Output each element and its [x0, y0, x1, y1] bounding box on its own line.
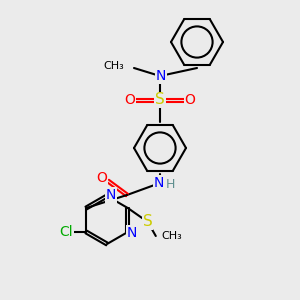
Text: O: O	[184, 93, 195, 107]
Text: N: N	[156, 69, 166, 83]
Text: S: S	[143, 214, 153, 230]
Text: N: N	[154, 176, 164, 190]
Text: S: S	[155, 92, 165, 107]
Text: CH₃: CH₃	[103, 61, 124, 71]
Text: O: O	[124, 93, 135, 107]
Text: O: O	[97, 171, 107, 185]
Text: N: N	[127, 226, 137, 240]
Text: N: N	[106, 188, 116, 202]
Text: H: H	[165, 178, 175, 190]
Text: CH₃: CH₃	[162, 231, 182, 241]
Text: Cl: Cl	[59, 225, 73, 239]
